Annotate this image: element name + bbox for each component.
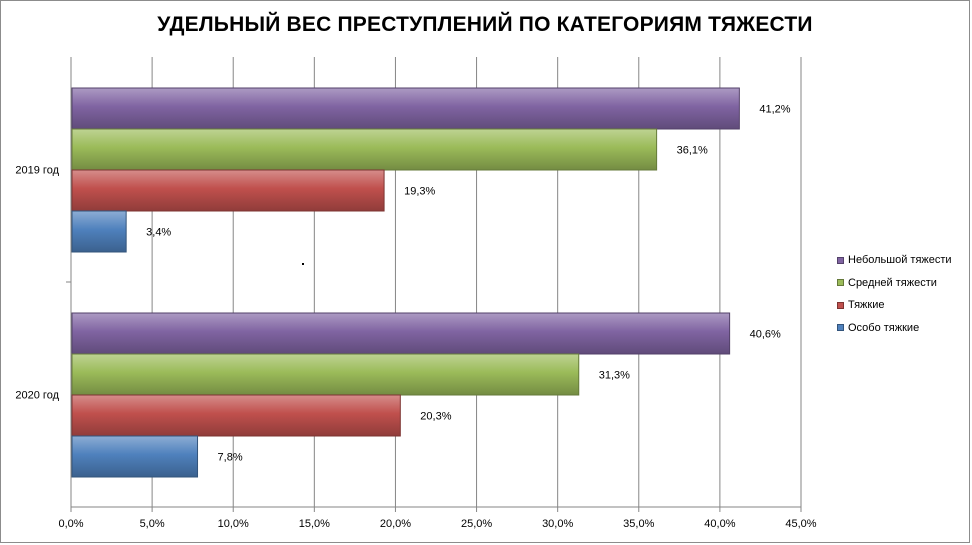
x-tick-label: 0,0% xyxy=(58,518,83,530)
legend-item: Небольшой тяжести xyxy=(837,249,952,272)
legend-item: Средней тяжести xyxy=(837,272,952,295)
bar xyxy=(71,312,731,355)
legend-item: Тяжкие xyxy=(837,294,952,317)
category-label: 2020 год xyxy=(15,390,59,402)
bar xyxy=(71,169,385,212)
x-tick-label: 10,0% xyxy=(218,518,249,530)
legend-swatch xyxy=(837,324,844,332)
data-label: 7,8% xyxy=(218,452,243,464)
data-label: 19,3% xyxy=(404,186,435,198)
data-label: 31,3% xyxy=(599,370,630,382)
x-tick-label: 45,0% xyxy=(785,518,816,530)
data-label: 40,6% xyxy=(750,329,781,341)
x-tick-label: 30,0% xyxy=(542,518,573,530)
legend-label: Особо тяжкие xyxy=(848,321,920,334)
x-tick-label: 20,0% xyxy=(380,518,411,530)
data-label: 36,1% xyxy=(677,145,708,157)
bar xyxy=(71,87,740,130)
legend-item: Особо тяжкие xyxy=(837,317,952,340)
x-tick-label: 15,0% xyxy=(299,518,330,530)
data-label: 3,4% xyxy=(146,227,171,239)
chart-title: УДЕЛЬНЫЙ ВЕС ПРЕСТУПЛЕНИЙ ПО КАТЕГОРИЯМ … xyxy=(157,13,813,36)
x-tick-label: 25,0% xyxy=(461,518,492,530)
bar xyxy=(71,210,127,253)
bar xyxy=(71,353,580,396)
legend-label: Средней тяжести xyxy=(848,276,937,289)
legend: Небольшой тяжести Средней тяжести Тяжкие Ос… xyxy=(837,249,952,339)
bar xyxy=(71,394,401,437)
data-label: 20,3% xyxy=(420,411,451,423)
legend-label: Небольшой тяжести xyxy=(848,254,952,267)
legend-swatch xyxy=(837,256,844,264)
data-label: 41,2% xyxy=(759,104,790,116)
bar xyxy=(71,128,658,171)
category-label: 2019 год xyxy=(15,165,59,177)
x-tick-label: 40,0% xyxy=(704,518,735,530)
x-tick-label: 5,0% xyxy=(140,518,165,530)
legend-label: Тяжкие xyxy=(848,299,885,312)
legend-swatch xyxy=(837,301,844,309)
x-tick-label: 35,0% xyxy=(623,518,654,530)
stray-dot xyxy=(302,263,304,265)
bar xyxy=(71,435,199,478)
legend-swatch xyxy=(837,279,844,287)
